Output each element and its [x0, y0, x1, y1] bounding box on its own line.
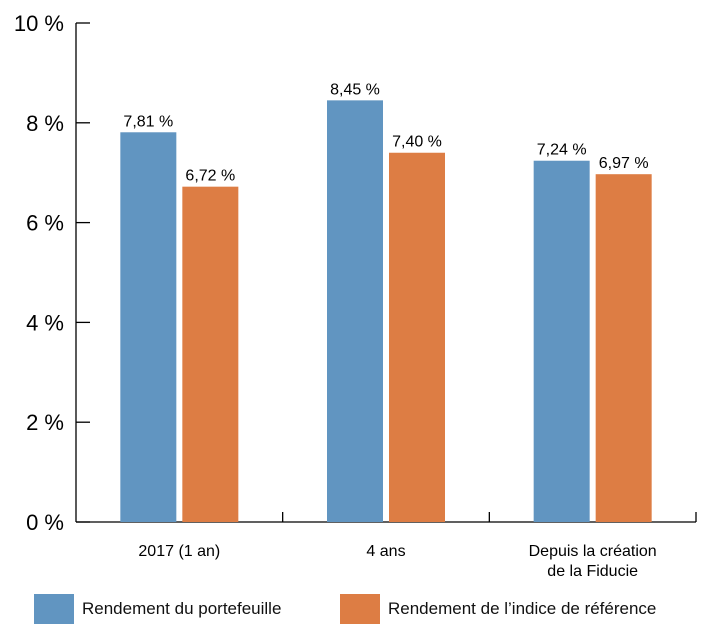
- data-label-portfolio: 7,24 %: [537, 142, 587, 159]
- x-category-label: Depuis la création: [529, 543, 657, 560]
- bar-benchmark: [595, 174, 652, 522]
- data-label-benchmark: 6,97 %: [599, 155, 649, 172]
- data-labels: 7,81 % 6,72 % 8,45 % 7,40 % 7,24 % 6,97 %: [123, 81, 648, 184]
- legend-item-benchmark: Rendement de l’indice de référence: [340, 594, 656, 624]
- legend: Rendement du portefeuille Rendement de l…: [0, 594, 704, 626]
- legend-label-benchmark: Rendement de l’indice de référence: [388, 599, 657, 618]
- data-label-benchmark: 6,72 %: [185, 168, 235, 185]
- y-axis: 0 % 2 % 4 % 6 % 8 % 10 %: [14, 11, 90, 535]
- bar-portfolio: [327, 100, 383, 522]
- data-label-portfolio: 7,81 %: [123, 113, 173, 130]
- y-tick-label: 2 %: [26, 410, 64, 435]
- legend-label-portfolio: Rendement du portefeuille: [82, 599, 282, 618]
- y-tick-label: 0 %: [26, 510, 64, 535]
- y-tick-label: 8 %: [26, 111, 64, 136]
- bar-benchmark: [389, 152, 445, 523]
- x-axis: 2017 (1 an) 4 ans Depuis la création de la …: [76, 512, 697, 580]
- y-tick-label: 6 %: [26, 211, 64, 236]
- x-category-label: 2017 (1 an): [138, 543, 220, 560]
- data-label-portfolio: 8,45 %: [330, 81, 380, 98]
- legend-swatch-portfolio: [34, 594, 74, 624]
- data-label-benchmark: 7,40 %: [392, 134, 442, 151]
- legend-item-portfolio: Rendement du portefeuille: [34, 594, 281, 624]
- x-category-label: de la Fiducie: [547, 563, 638, 580]
- x-category-label: 4 ans: [366, 543, 405, 560]
- bar-portfolio: [120, 132, 177, 522]
- legend-swatch-benchmark: [340, 594, 380, 624]
- y-tick-label: 10 %: [14, 11, 64, 36]
- bar-portfolio: [533, 160, 590, 522]
- bar-benchmark: [182, 186, 239, 522]
- bar-chart: 0 % 2 % 4 % 6 % 8 % 10 % 2017 (1 an) 4 ans Depu…: [14, 11, 697, 580]
- bars: [120, 100, 652, 523]
- y-tick-label: 4 %: [26, 310, 64, 335]
